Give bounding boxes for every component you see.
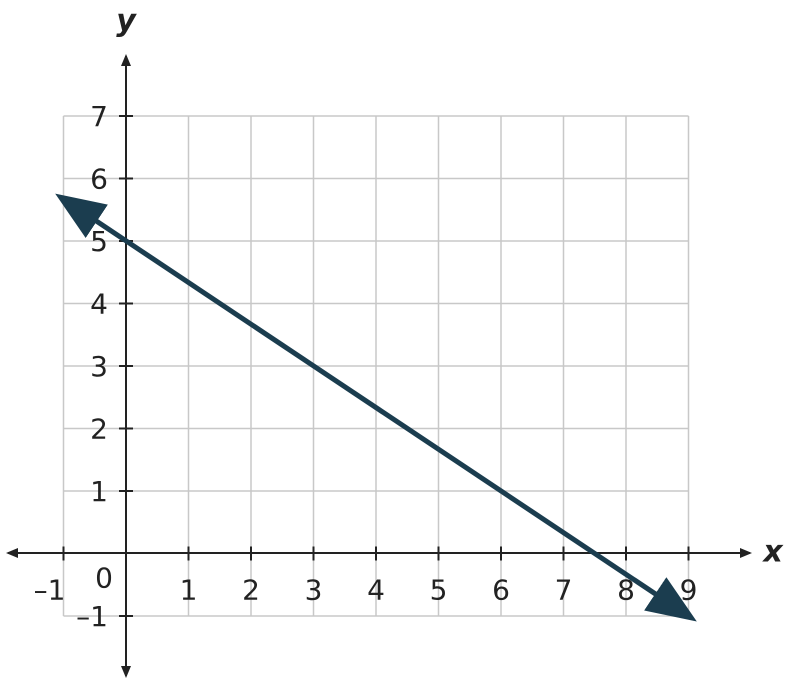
y-tick-label: –1 [76,600,108,633]
y-tick-label: 7 [90,100,108,133]
grid [62,115,690,617]
data-line [55,193,697,622]
x-axis-label: x [761,535,784,570]
y-tick-label: 3 [90,350,108,383]
x-tick-label: 5 [430,574,448,607]
x-tick-label: 2 [242,574,260,607]
x-tick-label: 0 [95,562,113,595]
y-axis-label: y [116,4,137,39]
x-tick-label: 1 [180,574,198,607]
y-tick-label: 1 [90,475,108,508]
y-tick-label: 6 [90,163,108,196]
x-tick-label: 4 [367,574,385,607]
x-tick-label: 9 [680,574,698,607]
x-tick-label: 6 [492,574,510,607]
x-tick-label: 3 [305,574,323,607]
y-tick-label: 2 [90,413,108,446]
x-tick-label: 7 [555,574,573,607]
x-tick-label: –1 [34,574,66,607]
y-tick-label: 4 [90,288,108,321]
